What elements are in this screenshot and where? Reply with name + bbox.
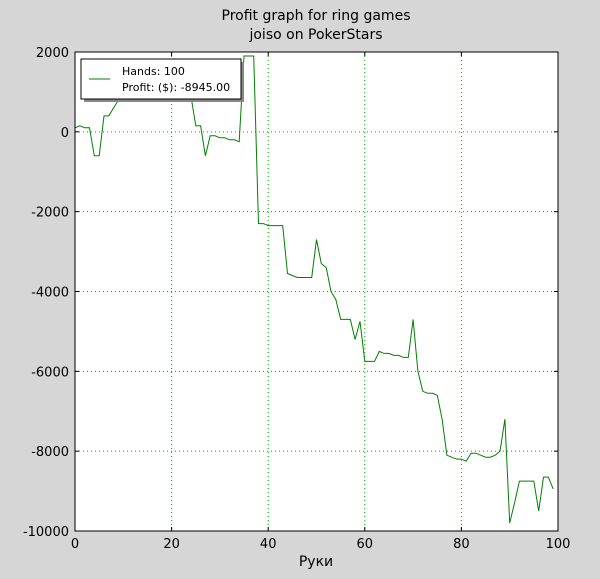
x-tick-label: 80 (453, 537, 470, 552)
x-tick-label: 20 (163, 537, 180, 552)
y-tick-label: -2000 (31, 206, 69, 221)
legend: Hands: 100 Profit: ($): -8945.00 (80, 58, 244, 102)
x-tick-label: 0 (71, 537, 79, 552)
x-tick-label: 100 (546, 537, 571, 552)
x-tick-label: 60 (357, 537, 374, 552)
y-tick-label: -4000 (31, 286, 69, 301)
y-tick-label: -8000 (31, 445, 69, 460)
chart-title: Profit graph for ring games (222, 8, 411, 24)
plot-border (74, 51, 559, 532)
chart-subtitle: joiso on PokerStars (248, 27, 382, 43)
y-tick-label: 2000 (36, 46, 69, 61)
x-axis-label: Руки (299, 554, 333, 570)
y-tick-label: -10000 (23, 525, 69, 540)
x-tick-label: 40 (260, 537, 277, 552)
legend-hands: Hands: 100 (122, 65, 185, 78)
x-tick-labels: 0 20 40 60 80 100 (71, 537, 571, 552)
y-tick-labels: -10000 -8000 -6000 -4000 -2000 0 2000 (23, 46, 69, 540)
y-tick-label: 0 (61, 126, 69, 141)
legend-profit: Profit: ($): -8945.00 (122, 81, 230, 94)
y-tick-label: -6000 (31, 365, 69, 380)
